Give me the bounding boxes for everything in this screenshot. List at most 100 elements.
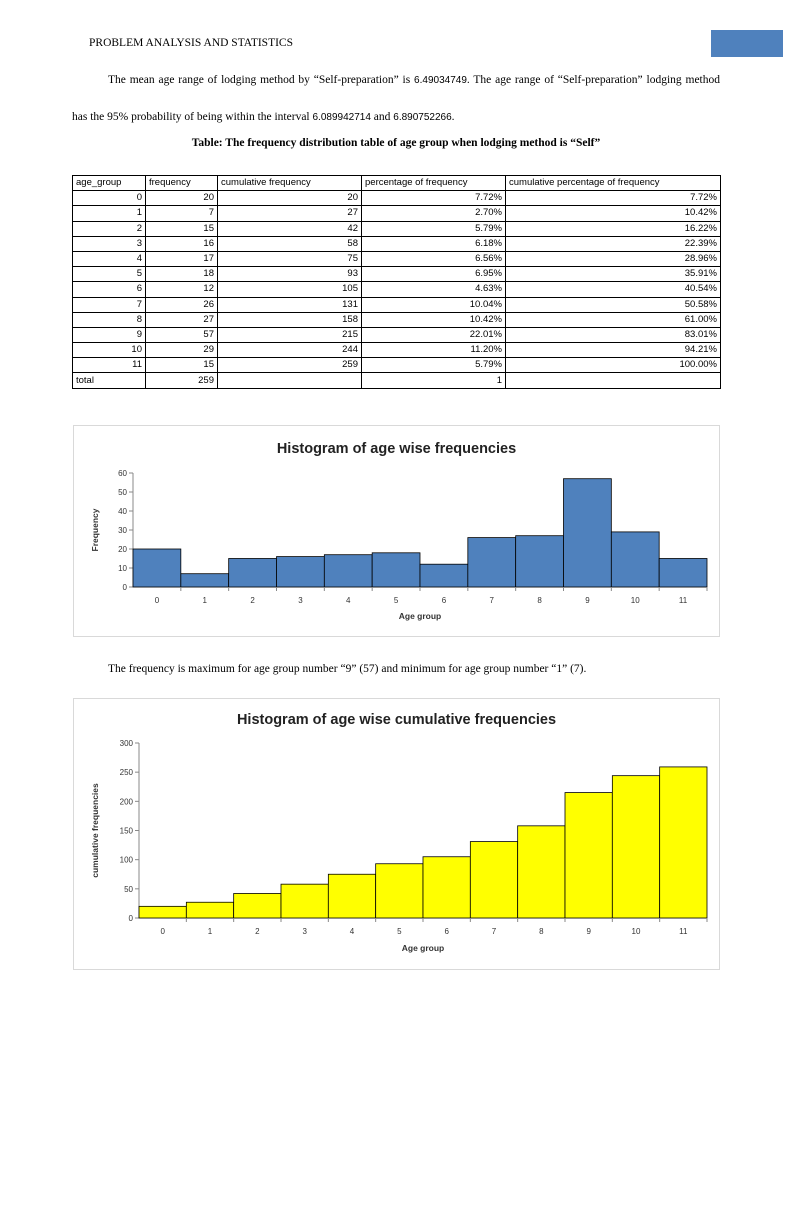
bar (610, 531, 660, 588)
table-cell: 16 (145, 235, 218, 252)
table-cell: 18 (145, 266, 218, 283)
table-row: 7 26 131 10.04% 50.58% (72, 296, 721, 313)
table-cell: 11.20% (361, 342, 506, 359)
x-tick-label: 10 (631, 596, 640, 605)
table-row: 8 27 158 10.42% 61.00% (72, 311, 721, 328)
table-cell: 0 (72, 190, 146, 207)
x-tick-label: 5 (397, 927, 402, 936)
upper-bound: 6.890752266 (393, 112, 452, 123)
table-cell: 83.01% (505, 326, 721, 344)
table-cell: 27 (145, 311, 218, 328)
table-cell: 5.79% (361, 357, 506, 374)
bar (563, 478, 612, 588)
bar (280, 883, 329, 919)
y-tick-label: 200 (120, 797, 134, 806)
bar (228, 558, 277, 588)
bar (515, 535, 564, 588)
table-cell: 7 (72, 296, 146, 313)
table-cell: 26 (145, 296, 218, 313)
bar (371, 552, 421, 588)
x-tick-label: 7 (490, 596, 495, 605)
bar (185, 901, 235, 919)
table-cell: 16.22% (505, 220, 721, 237)
y-axis-label: cumulative frequencies (90, 783, 100, 878)
bar (138, 905, 187, 919)
table-cell: 2.70% (361, 205, 506, 222)
table-cell: 10.42% (505, 205, 721, 222)
x-tick-label: 0 (155, 596, 160, 605)
table-row: 0 20 20 7.72% 7.72% (72, 190, 721, 207)
chart-title: Histogram of age wise frequencies (277, 441, 516, 457)
table-cell: 20 (145, 190, 218, 207)
table-row: 1 7 27 2.70% 10.42% (72, 205, 721, 222)
x-tick-label: 8 (537, 596, 542, 605)
table-cell: 4.63% (361, 281, 506, 298)
text: . (451, 111, 455, 123)
table-cell: 22.39% (505, 235, 721, 252)
text: and (370, 111, 394, 123)
table-cell: 20 (217, 190, 362, 207)
table-cell: 11 (72, 357, 146, 374)
x-tick-label: 0 (160, 927, 165, 936)
table-cell: 27 (217, 205, 362, 222)
table-cell: 259 (217, 357, 362, 374)
table-caption: Table: The frequency distribution table … (191, 137, 601, 149)
table-row: 4 17 75 6.56% 28.96% (72, 250, 721, 268)
table-row: total 259 1 (72, 372, 721, 389)
chart-cumulative-frequencies: Histogram of age wise cumulative frequen… (73, 698, 720, 970)
x-tick-label: 10 (632, 927, 641, 936)
table-cell: 94.21% (505, 342, 721, 359)
table-row: 3 16 58 6.18% 22.39% (72, 235, 721, 252)
table-cell: 6 (72, 281, 146, 298)
bar (611, 775, 661, 919)
table-cell: 57 (145, 326, 218, 344)
table-cell: 215 (217, 326, 362, 344)
table-cell: 7 (145, 205, 218, 222)
table-cell: 131 (217, 296, 362, 313)
frequency-table: age_group frequency cumulative frequency pe… (72, 174, 721, 389)
x-tick-label: 9 (586, 927, 591, 936)
x-tick-label: 4 (346, 596, 351, 605)
table-cell: 15 (145, 220, 218, 237)
table-cell: 105 (217, 281, 362, 298)
mean-value: 6.49034749 (414, 75, 467, 86)
table-cell: 8 (72, 311, 146, 328)
paragraph-mean: The mean age range of lodging method by … (72, 62, 720, 136)
bar (517, 825, 566, 919)
table-cell: 22.01% (361, 326, 506, 344)
table-cell: 100.00% (505, 357, 721, 374)
table-cell: 10.04% (361, 296, 506, 313)
table-cell: 93 (217, 266, 362, 283)
y-tick-label: 300 (120, 739, 134, 748)
x-tick-label: 9 (585, 596, 590, 605)
bar (467, 537, 517, 588)
bar (422, 856, 471, 919)
table-cell: 17 (145, 250, 218, 268)
x-tick-label: 3 (302, 927, 307, 936)
x-tick-label: 6 (444, 927, 449, 936)
chart-frequencies: Histogram of age wise frequencies 0 10 20 30… (73, 425, 720, 637)
x-tick-label: 8 (539, 927, 544, 936)
y-tick-label: 20 (118, 545, 127, 554)
table-cell: 15 (145, 357, 218, 374)
x-tick-label: 6 (442, 596, 447, 605)
y-tick-label: 0 (123, 583, 128, 592)
table-cell: 9 (72, 326, 146, 344)
table-header-row: age_group frequency cumulative frequency pe… (72, 174, 721, 192)
header-accent-box (711, 30, 783, 57)
bar (132, 548, 182, 588)
column-header: cumulative percentage of frequency (505, 174, 721, 192)
table-row: 2 15 42 5.79% 16.22% (72, 220, 721, 237)
table-cell: 35.91% (505, 266, 721, 283)
bar (658, 558, 708, 588)
y-axis-label: Frequency (90, 508, 100, 551)
table-cell: 158 (217, 311, 362, 328)
table-cell: 259 (145, 372, 218, 389)
x-tick-label: 1 (208, 927, 213, 936)
table-cell: 29 (145, 342, 218, 359)
page-header: PROBLEM ANALYSIS AND STATISTICS (89, 37, 294, 49)
y-tick-label: 250 (120, 768, 134, 777)
y-tick-label: 50 (124, 885, 133, 894)
x-tick-label: 5 (394, 596, 399, 605)
